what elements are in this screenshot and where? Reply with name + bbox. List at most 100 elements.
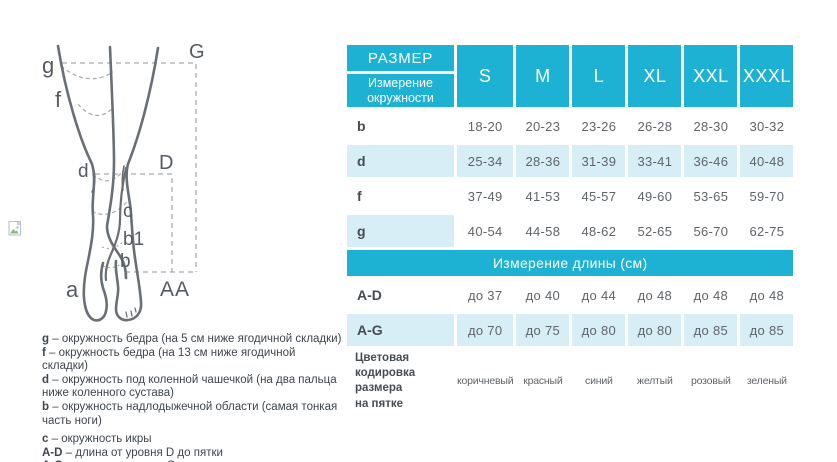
size-table-container: РАЗМЕР Измерение окружности S M L XL XXL… — [344, 42, 796, 417]
legend-item: A-D – длина от уровня D до пятки — [42, 447, 342, 461]
row-label: b — [357, 118, 366, 134]
diagram-label-a: a — [66, 277, 79, 302]
heel-color-value: коричневый — [457, 375, 514, 388]
size-value: 33-41 — [628, 145, 682, 177]
size-value: до 80 — [572, 314, 626, 346]
table-row-ag: A-G до 70 до 75 до 80 до 80 до 85 до 85 — [347, 314, 794, 346]
legend-desc: – окружность под коленной чашечкой (на д… — [42, 373, 337, 400]
size-value: 18-20 — [467, 118, 503, 134]
size-table: РАЗМЕР Измерение окружности S M L XL XXL… — [344, 42, 796, 417]
table-row-g: g 40-54 44-58 48-62 52-65 56-70 62-75 — [347, 215, 793, 247]
legend-term: A-D — [42, 446, 63, 459]
heel-color-row: Цветовая кодировка размера на пятке кори… — [347, 349, 793, 414]
size-value: до 48 — [693, 287, 729, 303]
size-value: 59-70 — [749, 188, 785, 204]
size-value: 45-57 — [581, 188, 617, 204]
size-value: 36-46 — [684, 145, 738, 177]
diagram-label-b: b — [120, 251, 131, 272]
row-label: Цветовая кодировка размера на пятке — [355, 352, 416, 410]
size-value: 28-30 — [693, 118, 729, 134]
size-value: 62-75 — [749, 223, 785, 239]
leg-outline — [56, 44, 160, 322]
heel-color-value: красный — [523, 375, 563, 388]
size-value: 56-70 — [693, 223, 729, 239]
diagram-label-b1: b1 — [123, 229, 144, 250]
diagram-label-f: f — [55, 87, 62, 112]
size-value: до 48 — [749, 287, 785, 303]
diagram-label-d: d — [78, 161, 89, 182]
heel-color-value: желтый — [637, 375, 673, 388]
row-label: d — [347, 145, 454, 177]
size-value: 23-26 — [581, 118, 617, 134]
size-value: до 75 — [516, 314, 570, 346]
length-section-header: Измерение длины (см) — [347, 250, 794, 276]
column-header-l: L — [572, 45, 626, 107]
legend-item: f – окружность бедра (на 13 см ниже ягод… — [42, 347, 342, 374]
diagram-label-c: c — [123, 201, 133, 222]
size-value: 28-36 — [516, 145, 570, 177]
size-value: 20-23 — [525, 118, 561, 134]
table-header-row: РАЗМЕР Измерение окружности S M L XL XXL… — [347, 45, 794, 107]
size-value: 40-54 — [467, 223, 503, 239]
legend-item: g – окружность бедра (на 5 см ниже ягоди… — [42, 333, 342, 347]
legend-desc: – окружность бедра (на 5 см ниже ягодичн… — [52, 333, 342, 345]
legend-term: c — [42, 433, 49, 446]
diagram-label-D: D — [159, 152, 173, 174]
size-value: 40-48 — [740, 145, 794, 177]
diagram-label-AA: AA — [160, 278, 190, 301]
column-header-xxxl: XXXL — [740, 45, 794, 107]
table-corner-cell: РАЗМЕР Измерение окружности — [347, 45, 454, 107]
diagram-label-G: G — [189, 41, 205, 63]
size-value: до 85 — [684, 314, 738, 346]
legend-desc: – длина от уровня G до пятки — [66, 460, 224, 462]
broken-image-icon — [8, 220, 22, 236]
table-row-f: f 37-49 41-53 45-57 49-60 53-65 59-70 — [347, 180, 793, 212]
size-value: 26-28 — [637, 118, 673, 134]
column-header-xxl: XXL — [684, 45, 738, 107]
size-value: до 80 — [628, 314, 682, 346]
heel-color-value: розовый — [691, 375, 731, 388]
size-value: 48-62 — [581, 223, 617, 239]
column-header-s: S — [457, 45, 514, 107]
size-value: до 37 — [467, 287, 503, 303]
circumference-header: Измерение окружности — [347, 74, 454, 107]
size-value: до 48 — [637, 287, 673, 303]
row-label: f — [357, 188, 362, 204]
size-value: до 70 — [457, 314, 514, 346]
legend-desc: – окружность надлодыжечной области (сама… — [42, 400, 338, 427]
size-value: 53-65 — [693, 188, 729, 204]
size-header: РАЗМЕР — [347, 45, 454, 71]
legend-item: A-G – длина от уровня G до пятки — [42, 460, 342, 462]
heel-color-value: зеленый — [746, 375, 787, 388]
size-value: до 85 — [740, 314, 794, 346]
diagram-label-g: g — [42, 53, 54, 78]
legend-item: b – окружность надлодыжечной области (са… — [42, 401, 342, 428]
measurement-legend: g – окружность бедра (на 5 см ниже ягоди… — [42, 333, 342, 462]
column-header-xl: XL — [628, 45, 682, 107]
heel-color-value: синий — [585, 375, 613, 388]
row-label: A-D — [357, 287, 382, 303]
size-value: 49-60 — [637, 188, 673, 204]
leg-measurement-diagram: g f d c b1 b a G D AA — [42, 41, 205, 322]
legend-desc: – длина от уровня D до пятки — [65, 446, 223, 459]
table-row-b: b 18-20 20-23 23-26 26-28 28-30 30-32 — [347, 110, 793, 142]
table-row-d: d 25-34 28-36 31-39 33-41 36-46 40-48 — [347, 145, 794, 177]
size-value: 44-58 — [525, 223, 561, 239]
size-value: 41-53 — [525, 188, 561, 204]
row-label: g — [347, 215, 454, 247]
row-label: A-G — [347, 314, 454, 346]
legend-item: c – окружность икры — [42, 433, 342, 447]
size-value: 30-32 — [749, 118, 785, 134]
size-value: 31-39 — [572, 145, 626, 177]
legend-item: d – окружность под коленной чашечкой (на… — [42, 374, 342, 401]
size-value: 37-49 — [467, 188, 503, 204]
legend-desc: – окружность икры — [51, 433, 152, 446]
length-section-title: Измерение длины (см) — [347, 250, 794, 276]
legend-desc: – окружность бедра (на 13 см ниже ягодич… — [42, 346, 296, 373]
size-value: 25-34 — [457, 145, 514, 177]
legend-term: b — [42, 400, 50, 413]
diagram-mark-labels: g f d c b1 b a G D AA — [42, 41, 205, 302]
legend-term: g — [42, 333, 50, 345]
column-header-m: M — [516, 45, 570, 107]
